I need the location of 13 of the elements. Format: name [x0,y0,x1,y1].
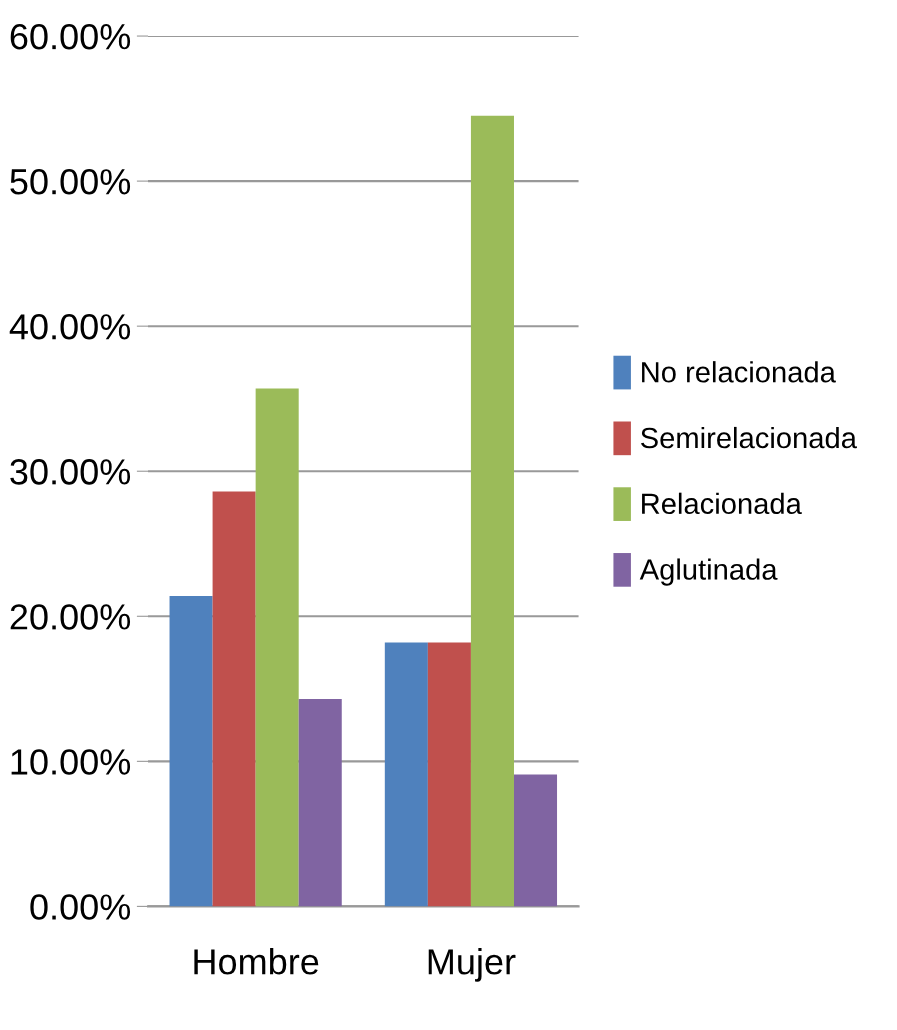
y-tick-label: 40.00% [9,314,131,340]
y-tick-label: 50.00% [10,168,131,195]
y-tick-label: 30.00% [10,459,131,485]
x-tick-label: Hombre [194,948,319,975]
legend-label: Aglutinada [639,558,778,586]
y-tick-label: 0.00% [30,894,131,920]
y-tick-label: 10.00% [11,749,131,775]
legend-label: No relacionada [642,361,836,383]
y-tick-label: 20.00% [10,604,131,630]
legend-label: Semirelacionada [641,426,857,449]
y-tick-label: 60.00% [10,23,131,50]
x-tick-label: Mujer [428,948,516,982]
legend-label: Relacionada [642,492,802,515]
